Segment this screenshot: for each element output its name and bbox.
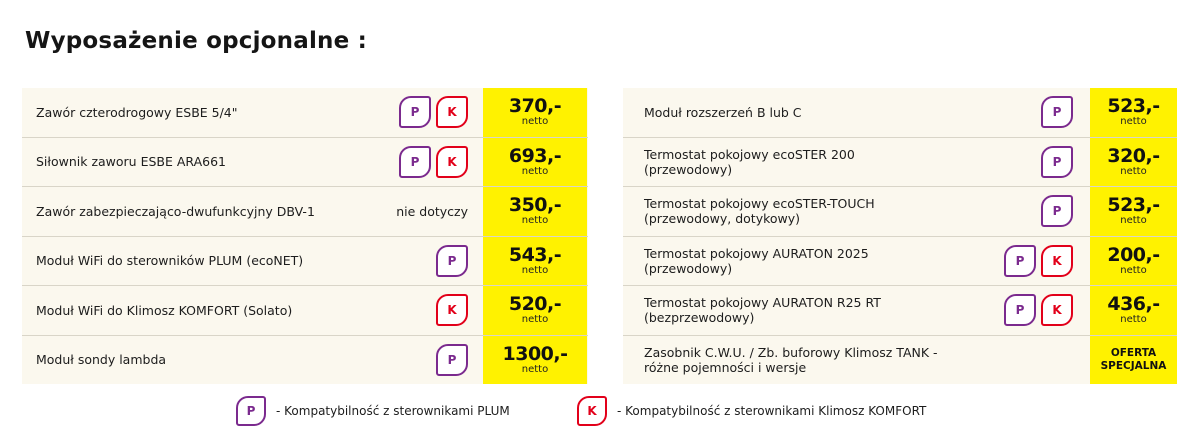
price-value: 693,-: [508, 144, 562, 167]
compat-note: nie dotyczy: [396, 203, 468, 219]
compat-badges: P: [1041, 88, 1073, 137]
item-name: Moduł WiFi do Klimosz KOMFORT (Solato): [36, 302, 293, 318]
right-equipment-table: Moduł rozszerzeń B lub C P 523,- netto Termo…: [623, 88, 1177, 384]
table-row: Termostat pokojowy ecoSTER 200 (przewodo…: [623, 137, 1177, 187]
table-row: Termostat pokojowy AURATON R25 RT (bezpr…: [623, 286, 1177, 336]
item-name: Moduł WiFi do sterowników PLUM (ecoNET): [36, 253, 304, 269]
plum-compat-icon: P: [436, 343, 468, 376]
item-name: Zasobnik C.W.U. / Zb. buforowy Klimosz T…: [644, 344, 938, 375]
plum-compat-icon: P: [436, 244, 468, 277]
table-row: Moduł WiFi do Klimosz KOMFORT (Solato) K 5…: [22, 286, 588, 336]
item-name: Termostat pokojowy ecoSTER-TOUCH (przewo…: [644, 196, 875, 227]
plum-compat-icon: P: [399, 96, 431, 129]
price-value: 436,-: [1107, 293, 1160, 316]
left-equipment-table: Zawór czterodrogowy ESBE 5/4" P K 370,- nett…: [22, 88, 588, 384]
klimosz-compat-icon: K: [436, 145, 468, 178]
plum-compat-icon: P: [1004, 244, 1036, 277]
legend-plum-label: - Kompatybilność z sterownikami PLUM: [276, 404, 510, 418]
table-row: Moduł sondy lambda P 1300,- netto: [22, 335, 588, 385]
item-name: Termostat pokojowy AURATON 2025 (przewod…: [644, 245, 869, 276]
price-value: 520,-: [508, 293, 562, 316]
compat-badges: P: [1041, 138, 1073, 187]
price-value: 523,-: [1107, 95, 1160, 118]
price-value: 350,-: [508, 194, 562, 217]
price-cell: 350,- netto: [483, 187, 587, 236]
price-value: 200,-: [1107, 243, 1160, 266]
table-row: Termostat pokojowy AURATON 2025 (przewod…: [623, 236, 1177, 286]
compat-badges: P: [1041, 187, 1073, 236]
price-unit: netto: [1120, 116, 1147, 128]
price-unit: netto: [1120, 264, 1147, 276]
plum-compat-icon: P: [1004, 294, 1036, 327]
price-value: 523,-: [1107, 194, 1160, 217]
klimosz-compat-icon: K: [577, 396, 607, 426]
price-unit: netto: [521, 314, 549, 326]
item-name: Zawór czterodrogowy ESBE 5/4": [36, 104, 238, 120]
item-name: Moduł sondy lambda: [36, 352, 167, 368]
legend-klimosz: K - Kompatybilność z sterownikami Klimos…: [577, 396, 926, 426]
item-name: Termostat pokojowy AURATON R25 RT (bezpr…: [644, 295, 881, 326]
plum-compat-icon: P: [1041, 145, 1073, 178]
plum-compat-icon: P: [1041, 195, 1073, 228]
price-value: 543,-: [508, 243, 562, 266]
item-name: Zawór zabezpieczająco-dwufunkcyjny DBV-1: [36, 203, 315, 219]
price-unit: netto: [521, 264, 549, 276]
compat-badges: P: [436, 336, 468, 385]
table-row: Zasobnik C.W.U. / Zb. buforowy Klimosz T…: [623, 335, 1177, 384]
price-unit: netto: [1120, 314, 1147, 326]
table-row: Zawór czterodrogowy ESBE 5/4" P K 370,- nett…: [22, 88, 588, 138]
item-name: Siłownik zaworu ESBE ARA661: [36, 154, 226, 170]
price-cell: 200,- netto: [1090, 236, 1177, 285]
plum-compat-icon: P: [236, 396, 266, 426]
legend-klimosz-label: - Kompatybilność z sterownikami Klimosz …: [617, 404, 927, 418]
price-unit: netto: [521, 116, 549, 128]
price-cell: 370,- netto: [483, 88, 587, 137]
klimosz-compat-icon: K: [1041, 294, 1073, 327]
table-row: Moduł WiFi do sterowników PLUM (ecoNET) P…: [22, 236, 588, 286]
price-cell: OFERTA SPECJALNA: [1090, 335, 1177, 384]
price-cell: 523,- netto: [1090, 88, 1177, 137]
table-row: Moduł rozszerzeń B lub C P 523,- netto: [623, 88, 1177, 138]
price-value: 1300,-: [502, 342, 568, 365]
plum-compat-icon: P: [1041, 96, 1073, 129]
compat-badges: K: [436, 286, 468, 335]
price-cell: 1300,- netto: [483, 335, 587, 384]
item-name: Moduł rozszerzeń B lub C: [644, 104, 802, 120]
page-title: Wyposażenie opcjonalne :: [25, 28, 368, 54]
special-offer-label: OFERTA SPECJALNA: [1100, 346, 1167, 372]
klimosz-compat-icon: K: [1041, 244, 1073, 277]
klimosz-compat-icon: K: [436, 96, 468, 129]
table-row: Siłownik zaworu ESBE ARA661 P K 693,- netto: [22, 137, 588, 187]
price-unit: netto: [1120, 215, 1147, 227]
price-cell: 436,- netto: [1090, 286, 1177, 335]
price-unit: netto: [521, 363, 549, 375]
price-value: 320,-: [1107, 144, 1160, 167]
legend-plum: P - Kompatybilność z sterownikami PLUM: [236, 396, 510, 426]
price-cell: 543,- netto: [483, 236, 587, 285]
item-name: Termostat pokojowy ecoSTER 200 (przewodo…: [644, 146, 855, 177]
price-value: 370,-: [508, 95, 562, 118]
price-cell: 523,- netto: [1090, 187, 1177, 236]
klimosz-compat-icon: K: [436, 294, 468, 327]
price-cell: 693,- netto: [483, 137, 587, 186]
table-row: Zawór zabezpieczająco-dwufunkcyjny DBV-1…: [22, 187, 588, 237]
price-unit: netto: [521, 165, 549, 177]
table-row: Termostat pokojowy ecoSTER-TOUCH (przewo…: [623, 187, 1177, 237]
plum-compat-icon: P: [399, 145, 431, 178]
price-cell: 320,- netto: [1090, 137, 1177, 186]
compat-badges: P: [436, 237, 468, 286]
price-unit: netto: [1120, 165, 1147, 177]
price-cell: 520,- netto: [483, 286, 587, 335]
price-unit: netto: [521, 215, 549, 227]
